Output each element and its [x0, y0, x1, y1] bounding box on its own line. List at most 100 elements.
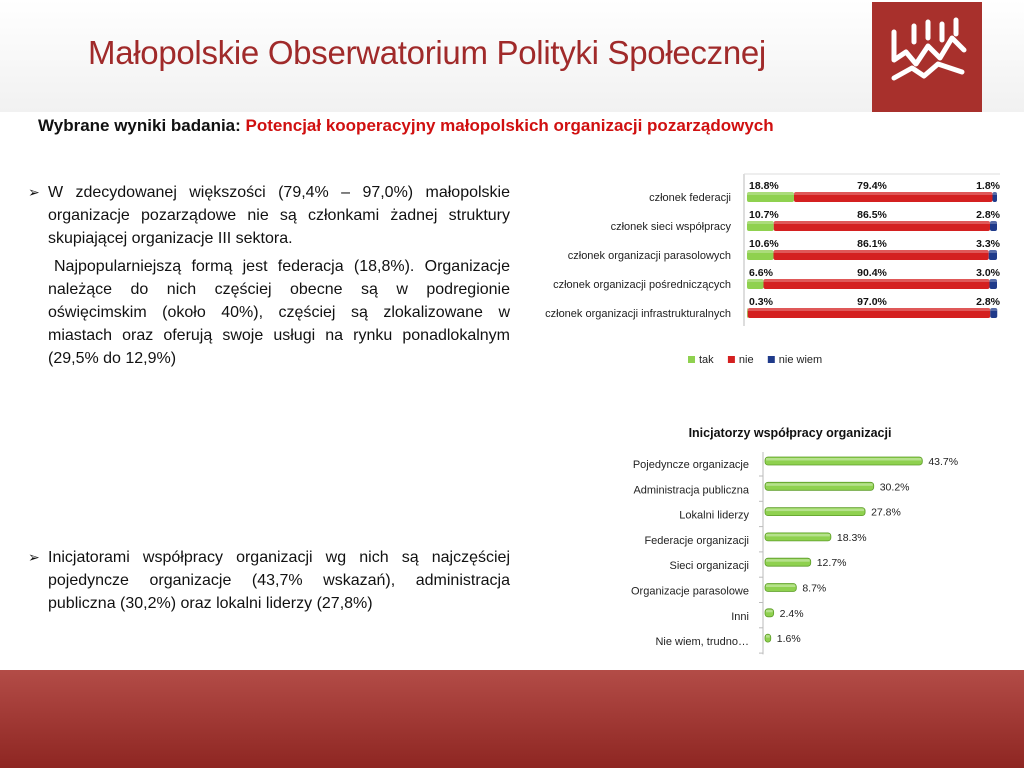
chart1-bar-tak — [747, 308, 748, 318]
bullet-paragraph-1: ➢ W zdecydowanej większości (79,4% – 97,… — [28, 181, 510, 250]
chart1-category-label: członek federacji — [649, 192, 731, 204]
chart1-bar-nie-wiem — [990, 308, 998, 318]
chart1-bar-highlight — [747, 308, 991, 311]
chart1-bar-nie-wiem — [989, 279, 997, 289]
subtitle-label: Wybrane wyniki badania: — [38, 116, 241, 135]
page-title: Małopolskie Obserwatorium Polityki Społe… — [88, 34, 766, 71]
chart2-category-label: Nie wiem, trudno… — [655, 636, 749, 648]
paragraph-2: Najpopularniejszą formą jest federacja (… — [28, 255, 510, 370]
chart2-data-label: 2.4% — [780, 608, 804, 620]
subtitle-topic: Potencjał kooperacyjny małopolskich orga… — [245, 116, 774, 135]
chart1-bar-nie-wiem — [992, 192, 997, 202]
chart1-bar-highlight — [988, 250, 997, 253]
chart1-bar-highlight — [773, 250, 989, 253]
chart2-data-label: 12.7% — [817, 557, 847, 569]
chart2-bar-highlight — [766, 635, 770, 638]
chart1-category-label: członek organizacji infrastrukturalnych — [545, 308, 731, 320]
chart1-bar-highlight — [747, 221, 774, 224]
chart1-bar-tak — [747, 250, 774, 260]
chart1-legend-label: tak — [699, 354, 714, 366]
chart1-bar-tak — [747, 279, 764, 289]
initiators-chart: Inicjatorzy współpracy organizacji Pojedy… — [631, 426, 958, 655]
chart2-bar — [764, 557, 812, 567]
chart2-category-label: Administracja publiczna — [633, 484, 749, 496]
chart1-bar-highlight — [747, 279, 764, 282]
chart2-bar-highlight — [766, 609, 773, 613]
chart2-category-label: Lokalni liderzy — [679, 510, 749, 522]
chart1-bar-nie — [794, 192, 993, 202]
chart1-bar-highlight — [763, 279, 990, 282]
chart1-legend-swatch — [688, 356, 695, 363]
chart1-bar-highlight — [990, 308, 998, 311]
chart1-data-label: 3.3% — [976, 238, 1001, 250]
chart1-bar-nie — [747, 308, 991, 318]
chart2-data-label: 43.7% — [928, 456, 958, 468]
chart1-bar-highlight — [747, 250, 774, 253]
chart1-bar-highlight — [773, 221, 990, 224]
text-block-1: ➢ W zdecydowanej większości (79,4% – 97,… — [28, 181, 510, 370]
logo — [872, 2, 982, 112]
chart2-category-label: Organizacje parasolowe — [631, 586, 749, 598]
chart1-data-label: 86.1% — [857, 238, 887, 250]
chart1-bar-tak — [747, 221, 774, 231]
logo-icon — [891, 17, 967, 81]
chart1-bar-highlight — [990, 221, 997, 224]
chart1-data-label: 97.0% — [857, 296, 887, 308]
chart1-bar-nie — [773, 250, 989, 260]
chart1-data-label: 0.3% — [749, 296, 774, 308]
chart1-bar-highlight — [747, 308, 748, 311]
chart2-title: Inicjatorzy współpracy organizacji — [689, 426, 892, 440]
chart2-bar-highlight — [766, 458, 922, 461]
chart1-data-label: 90.4% — [857, 267, 887, 279]
chart1-legend-swatch — [727, 356, 735, 363]
chart1-data-label: 2.8% — [976, 209, 1001, 221]
chart1-bar-nie — [763, 279, 990, 289]
chart2-bar — [764, 608, 775, 618]
chart1-bar-tak — [747, 192, 794, 202]
chart1-data-label: 2.8% — [976, 296, 1001, 308]
chart2-data-label: 27.8% — [871, 507, 901, 519]
chart2-data-label: 1.6% — [777, 633, 801, 645]
bullet-paragraph-3: ➢ Inicjatorami współpracy organizacji wg… — [28, 546, 510, 615]
chart1-bar-highlight — [992, 192, 997, 195]
footer-band — [0, 670, 1024, 768]
bullet-arrow-icon: ➢ — [28, 184, 40, 200]
chart2-data-label: 8.7% — [802, 583, 826, 595]
chart2-data-label: 30.2% — [880, 481, 910, 493]
chart1-data-label: 1.8% — [976, 180, 1001, 192]
chart1-data-label: 86.5% — [857, 209, 887, 221]
chart1-legend-label: nie wiem — [779, 354, 822, 366]
text-block-2: ➢ Inicjatorami współpracy organizacji wg… — [28, 546, 510, 615]
chart1-data-label: 3.0% — [976, 267, 1001, 279]
chart1-category-label: członek organizacji pośredniczących — [553, 279, 731, 291]
chart2-bar — [764, 633, 772, 643]
paragraph-2-text: Najpopularniejszą formą jest federacja (… — [48, 258, 510, 367]
chart2-bar-highlight — [766, 508, 865, 512]
chart2-bar — [764, 481, 875, 491]
chart2-category-label: Federacje organizacji — [644, 535, 749, 547]
chart1-category-label: członek sieci współpracy — [611, 221, 732, 233]
header-band — [0, 0, 1024, 112]
chart1-data-label: 10.6% — [749, 238, 779, 250]
chart1-bar-nie-wiem — [990, 221, 997, 231]
paragraph-1-text: W zdecydowanej większości (79,4% – 97,0%… — [48, 184, 510, 247]
membership-chart: członek federacji 18.8% 79.4% 1.8% członek s… — [545, 173, 1001, 366]
slide-subtitle: Wybrane wyniki badania: Potencjał kooper… — [38, 116, 774, 136]
chart2-bar-highlight — [766, 533, 830, 537]
bullet-arrow-icon: ➢ — [28, 549, 40, 565]
chart2-bar — [764, 456, 923, 466]
chart1-legend-swatch — [767, 356, 775, 363]
chart2-bar — [764, 507, 866, 516]
chart2-data-label: 18.3% — [837, 532, 867, 544]
chart1-data-label: 10.7% — [749, 209, 779, 221]
chart2-category-label: Sieci organizacji — [670, 560, 749, 572]
chart1-data-label: 6.6% — [749, 267, 774, 279]
chart1-category-label: członek organizacji parasolowych — [568, 250, 731, 262]
chart2-category-label: Pojedyncze organizacje — [633, 459, 749, 471]
chart2-bar-highlight — [766, 559, 810, 562]
chart2-bar — [764, 583, 797, 592]
paragraph-3-text: Inicjatorami współpracy organizacji wg n… — [48, 549, 510, 612]
chart2-category-label: Inni — [731, 611, 749, 623]
chart1-data-label: 79.4% — [857, 180, 887, 192]
chart2-bar-highlight — [766, 483, 873, 486]
